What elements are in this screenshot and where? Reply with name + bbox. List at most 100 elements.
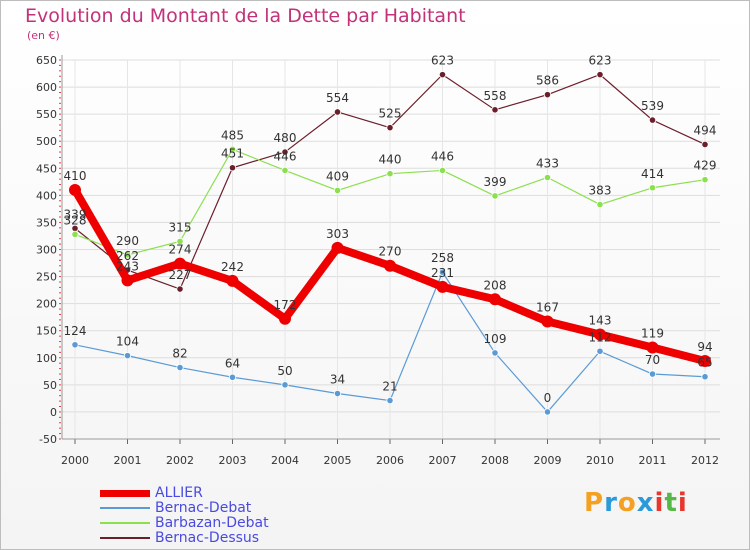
data-point-barbazan-debat xyxy=(333,186,342,195)
y-minor-tick xyxy=(59,427,61,429)
data-label-bernac-debat: 82 xyxy=(172,347,187,361)
y-minor-tick xyxy=(59,102,61,104)
data-label-bernac-dessus: 494 xyxy=(694,123,717,137)
y-minor-tick xyxy=(59,378,61,380)
y-minor-tick xyxy=(59,162,61,164)
y-tick-label: 200 xyxy=(36,298,57,311)
y-minor-tick xyxy=(59,108,61,110)
y-minor-tick xyxy=(59,59,61,61)
data-label-barbazan-debat: 440 xyxy=(379,153,402,167)
y-minor-tick xyxy=(59,178,61,180)
data-point-barbazan-debat xyxy=(543,173,552,182)
x-tick-label: 2008 xyxy=(481,454,509,467)
legend-swatch-barbazan-debat xyxy=(100,522,150,524)
y-minor-tick xyxy=(59,156,61,158)
y-minor-tick xyxy=(59,86,61,88)
data-label-barbazan-debat: 399 xyxy=(484,175,507,189)
y-minor-tick xyxy=(59,438,61,440)
y-minor-tick xyxy=(59,313,61,315)
y-minor-tick xyxy=(59,362,61,364)
y-minor-tick xyxy=(59,330,61,332)
data-point-bernac-debat xyxy=(176,363,184,372)
data-label-barbazan-debat: 383 xyxy=(589,184,612,198)
data-label-bernac-dessus: 451 xyxy=(221,147,244,161)
data-point-bernac-debat xyxy=(123,352,132,360)
data-label-bernac-debat: 50 xyxy=(277,364,292,378)
legend-item-bernac-dessus: Bernac-Dessus xyxy=(100,530,340,546)
data-point-allier xyxy=(174,257,186,270)
data-label-bernac-debat: 104 xyxy=(116,335,139,349)
data-label-barbazan-debat: 328 xyxy=(64,213,87,227)
y-minor-tick xyxy=(59,389,61,391)
data-point-bernac-debat xyxy=(491,349,499,357)
data-label-bernac-dessus: 525 xyxy=(379,107,402,121)
data-point-bernac-debat xyxy=(281,381,289,389)
legend-label-bernac-debat: Bernac-Debat xyxy=(155,500,252,516)
y-tick-label: 250 xyxy=(36,271,57,284)
data-label-bernac-dessus: 539 xyxy=(641,99,664,113)
x-tick-label: 2001 xyxy=(114,454,142,467)
y-minor-tick xyxy=(59,249,61,250)
data-point-bernac-dessus xyxy=(648,116,657,124)
y-minor-tick xyxy=(59,276,61,278)
legend-item-bernac-debat: Bernac-Debat xyxy=(100,500,340,516)
y-minor-tick xyxy=(59,64,61,66)
y-minor-tick xyxy=(59,346,61,348)
x-tick-label: 2007 xyxy=(429,454,457,467)
data-label-barbazan-debat: 409 xyxy=(326,169,349,183)
y-minor-tick xyxy=(59,216,61,218)
y-tick-label: 300 xyxy=(36,244,57,257)
data-point-bernac-dessus xyxy=(176,285,184,293)
data-point-allier xyxy=(331,241,344,254)
data-point-bernac-dessus xyxy=(281,148,289,156)
y-minor-tick xyxy=(59,303,61,305)
y-minor-tick xyxy=(59,292,61,294)
y-tick-label: 50 xyxy=(43,379,57,392)
y-minor-tick xyxy=(59,400,61,402)
data-label-bernac-debat: 64 xyxy=(225,356,240,370)
data-label-bernac-dessus: 554 xyxy=(326,91,349,105)
data-point-allier xyxy=(594,328,606,341)
y-tick-label: 0 xyxy=(50,406,57,419)
data-label-bernac-dessus: 262 xyxy=(116,249,139,263)
y-minor-tick xyxy=(59,259,61,261)
y-minor-tick xyxy=(59,91,61,93)
legend-item-barbazan-debat: Barbazan-Debat xyxy=(100,515,340,531)
data-label-bernac-dessus: 339 xyxy=(64,207,87,221)
y-minor-tick xyxy=(59,194,61,196)
y-tick-label: -50 xyxy=(39,433,57,446)
y-minor-tick xyxy=(59,200,61,202)
legend-swatch-allier xyxy=(100,490,150,497)
y-minor-tick xyxy=(59,184,61,186)
y-minor-tick xyxy=(59,308,61,310)
chart-subtitle: (en €) xyxy=(27,29,60,42)
y-minor-tick xyxy=(59,81,61,83)
data-label-allier: 231 xyxy=(431,266,454,280)
data-label-barbazan-debat: 485 xyxy=(221,128,244,142)
data-label-bernac-debat: 65 xyxy=(697,356,712,370)
data-point-allier xyxy=(121,274,134,287)
data-label-bernac-debat: 21 xyxy=(382,380,397,394)
data-point-barbazan-debat xyxy=(71,230,79,238)
data-label-bernac-debat: 124 xyxy=(64,324,87,338)
data-point-allier xyxy=(646,341,659,354)
x-tick-label: 2010 xyxy=(586,454,614,467)
data-label-bernac-debat: 258 xyxy=(431,251,454,265)
data-point-bernac-dessus xyxy=(438,71,447,79)
y-minor-tick xyxy=(59,75,61,77)
data-point-allier xyxy=(226,274,239,287)
data-point-barbazan-debat xyxy=(596,200,604,209)
y-minor-tick xyxy=(59,70,61,72)
data-point-bernac-dessus xyxy=(228,164,237,172)
y-minor-tick xyxy=(59,140,61,142)
y-minor-tick xyxy=(59,232,61,234)
proxiti-logo: Proxiti xyxy=(584,488,688,518)
x-tick-label: 2005 xyxy=(324,454,352,467)
data-label-barbazan-debat: 446 xyxy=(431,149,454,163)
chart-title: Evolution du Montant de la Dette par Hab… xyxy=(25,5,466,27)
y-tick-label: 650 xyxy=(36,54,57,67)
y-minor-tick xyxy=(59,351,61,353)
y-minor-tick xyxy=(59,189,61,191)
data-label-bernac-debat: 34 xyxy=(330,373,345,387)
legend-swatch-bernac-dessus xyxy=(100,537,150,539)
